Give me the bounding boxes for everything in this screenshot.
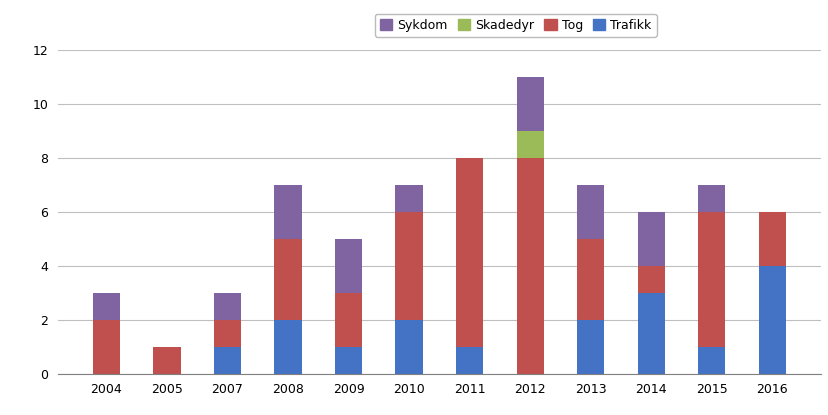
Bar	[576, 320, 604, 374]
Bar	[516, 77, 543, 131]
Bar	[153, 347, 181, 374]
Bar	[758, 212, 785, 266]
Bar	[637, 266, 664, 293]
Bar	[455, 158, 483, 347]
Bar	[93, 293, 120, 320]
Bar	[214, 347, 241, 374]
Bar	[335, 347, 362, 374]
Bar	[637, 293, 664, 374]
Bar	[637, 212, 664, 266]
Bar	[697, 185, 724, 212]
Bar	[697, 212, 724, 347]
Bar	[395, 212, 422, 320]
Bar	[214, 293, 241, 320]
Bar	[395, 320, 422, 374]
Bar	[395, 185, 422, 212]
Bar	[274, 239, 301, 320]
Bar	[274, 185, 301, 239]
Bar	[576, 185, 604, 239]
Bar	[516, 158, 543, 374]
Legend: Sykdom, Skadedyr, Tog, Trafikk: Sykdom, Skadedyr, Tog, Trafikk	[374, 14, 656, 37]
Bar	[335, 293, 362, 347]
Bar	[697, 347, 724, 374]
Bar	[576, 239, 604, 320]
Bar	[758, 266, 785, 374]
Bar	[455, 347, 483, 374]
Bar	[93, 320, 120, 374]
Bar	[335, 239, 362, 293]
Bar	[274, 320, 301, 374]
Bar	[516, 131, 543, 158]
Bar	[214, 320, 241, 347]
